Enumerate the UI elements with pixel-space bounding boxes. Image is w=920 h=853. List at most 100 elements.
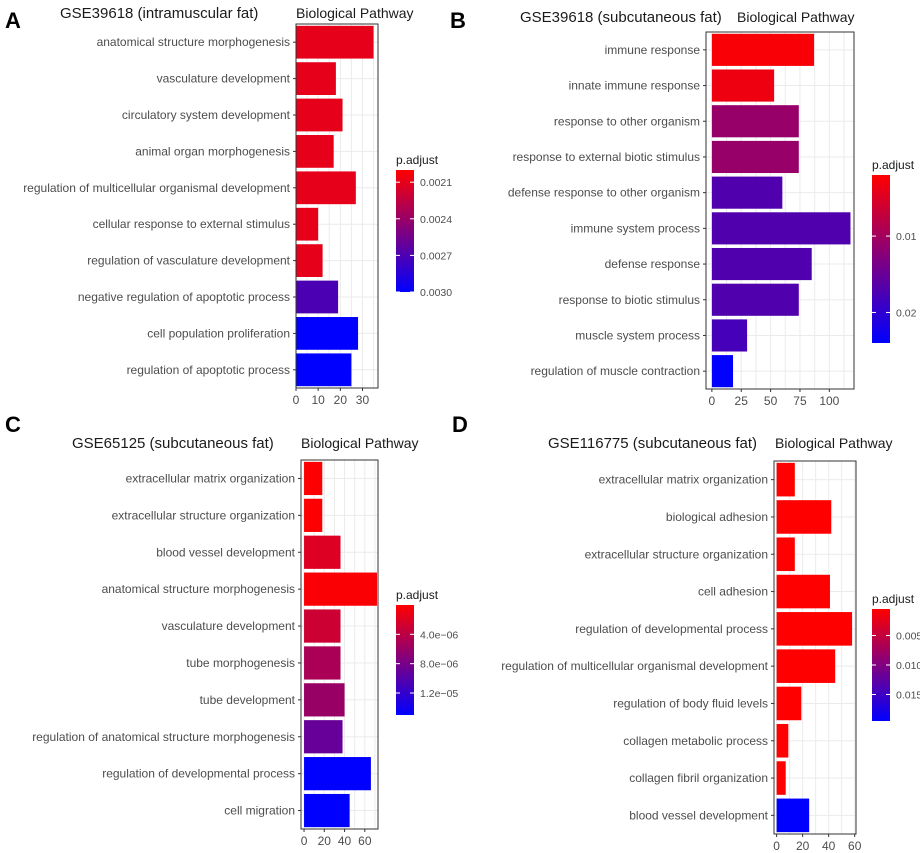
bar [776,462,795,497]
legend-tick-label: 0.0030 [420,287,452,299]
bar [304,498,323,532]
category-label: innate immune response [569,79,701,93]
bar [304,720,343,754]
category-label: regulation of vasculature development [87,254,290,268]
panel-title: GSE39618 (intramuscular fat) [60,5,258,22]
bar [304,535,341,569]
legend: p.adjust 0.0021 0.0024 0.0027 0.0030 [396,153,452,299]
category-label: muscle system process [575,328,700,342]
category-label: collagen metabolic process [623,734,768,748]
bar [711,319,748,352]
category-label: blood vessel development [629,808,768,822]
legend-tick-label: 0.02 [896,307,917,319]
legend-title: p.adjust [872,158,915,172]
bar [711,140,799,174]
category-label: extracellular matrix organization [126,471,295,485]
x-tick-label: 0 [773,839,780,853]
panel-a: A GSE39618 (intramuscular fat) Biological … [5,5,452,407]
bar [711,283,799,316]
x-tick-label: 10 [311,393,325,407]
x-tick-label: 60 [848,839,862,853]
category-label: response to other organism [554,114,700,128]
category-label: regulation of multicellular organismal d… [501,659,768,673]
x-tick-label: 0 [301,834,308,848]
panel-subtitle: Biological Pathway [301,435,419,451]
legend-tick-label: 4.0e−06 [420,629,458,641]
bar [776,798,810,833]
category-label: circulatory system development [122,108,291,122]
bar [296,317,359,350]
legend-title: p.adjust [872,592,915,606]
bar [304,609,341,643]
x-tick-label: 20 [796,839,810,853]
legend-tick-label: 0.0027 [420,250,452,262]
category-label: extracellular structure organization [112,508,295,522]
panel-subtitle: Biological Pathway [737,9,855,25]
bar [296,62,336,95]
plot-frame [705,31,855,390]
plot-frame [773,460,857,835]
category-label: response to biotic stimulus [559,293,700,307]
legend-tick-label: 0.0024 [420,214,452,226]
panel-d: D GSE116775 (subcutaneous fat) Biological … [452,412,920,853]
panel-c: C GSE65125 (subcutaneous fat) Biological P… [5,412,458,848]
category-label: extracellular matrix organization [599,473,768,487]
bar [776,574,830,609]
legend: p.adjust 4.0e−06 8.0e−06 1.2e−05 [396,588,458,715]
legend-colorbar [396,605,414,715]
bar [304,646,341,680]
category-label: regulation of multicellular organismal d… [23,181,290,195]
category-label: regulation of developmental process [102,767,295,781]
bar [776,500,832,534]
legend-tick-label: 0.01 [896,231,917,243]
bar [711,105,799,138]
x-tick-label: 60 [358,834,372,848]
legend-tick-label: 0.0021 [420,177,452,189]
x-tick-label: 20 [334,393,348,407]
category-label: regulation of muscle contraction [531,364,700,378]
plot-frame [300,459,379,830]
bar [296,98,343,132]
panel-b: B GSE39618 (subcutaneous fat) Biological P… [450,8,917,408]
category-label: collagen fibril organization [629,771,768,785]
category-label: extracellular structure organization [585,547,768,561]
bar [304,683,345,717]
category-label: anatomical structure morphogenesis [102,582,295,596]
bar [296,171,356,205]
bar [296,244,323,277]
category-label: cellular response to external stimulus [93,217,290,231]
category-label: vasculature development [157,72,291,86]
x-tick-label: 0 [293,393,300,407]
category-label: negative regulation of apoptotic process [78,290,290,304]
legend-tick-label: 0.005 [896,631,920,643]
panel-title: GSE116775 (subcutaneous fat) [548,435,757,452]
bar [711,33,815,66]
legend-colorbar [872,609,890,721]
category-label: immune response [605,43,701,57]
bar [711,69,775,102]
plot-frame [295,23,379,389]
panel-subtitle: Biological Pathway [296,5,414,21]
bar [304,461,323,496]
category-label: vasculature development [162,619,296,633]
category-label: regulation of developmental process [575,622,768,636]
legend-tick-label: 0.015 [896,689,920,701]
panel-letter: C [5,412,21,437]
x-tick-label: 20 [318,834,332,848]
x-tick-label: 50 [764,394,778,408]
category-label: immune system process [571,221,700,235]
category-label: tube morphogenesis [186,656,295,670]
bar [776,761,786,795]
bar [711,355,734,388]
legend-colorbar [872,175,890,343]
legend-tick-label: 1.2e−05 [420,688,458,700]
bar [304,793,350,828]
bar [296,25,374,59]
legend-title: p.adjust [396,588,439,602]
x-tick-label: 100 [819,394,839,408]
bar [711,212,851,245]
category-label: defense response to other organism [508,186,700,200]
bar [296,353,352,387]
bar [304,572,377,606]
bar [776,686,802,721]
